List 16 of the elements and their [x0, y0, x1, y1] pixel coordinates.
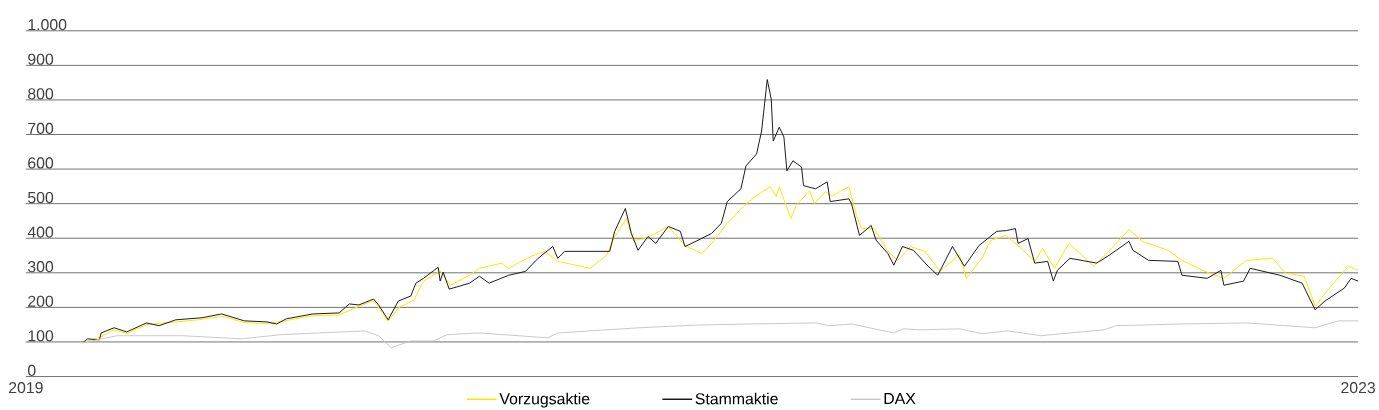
y-tick-label: 600 [28, 157, 54, 169]
y-tick-label: 400 [27, 226, 54, 238]
x-tick-label: 2019 [9, 382, 43, 394]
y-tick-label: 100 [28, 330, 54, 342]
x-tick-label: 2023 [1341, 382, 1375, 394]
y-tick-label: 200 [28, 295, 54, 307]
legend-label: Stammaktie [695, 392, 778, 405]
legend-label: DAX [884, 393, 916, 405]
legend-label: Vorzugsaktie [499, 392, 590, 408]
y-tick-label: 500 [27, 192, 54, 204]
y-tick-label: 800 [28, 88, 54, 100]
y-tick-label: 900 [28, 53, 54, 65]
y-tick-label: 300 [27, 261, 54, 273]
y-tick-label: 0 [27, 364, 36, 377]
y-tick-label: 700 [28, 122, 54, 135]
y-tick-label: 1.000 [28, 19, 67, 31]
